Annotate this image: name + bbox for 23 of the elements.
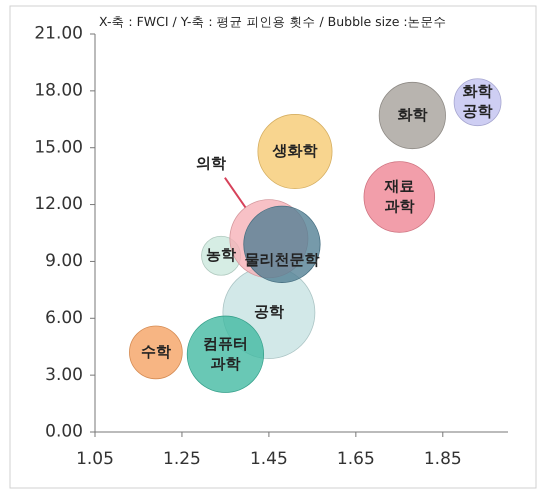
x-tick-label: 1.05 bbox=[76, 449, 114, 469]
series-label: 재료 과학 bbox=[383, 177, 414, 216]
y-tick-label: 3.00 bbox=[45, 364, 83, 385]
x-tick-label: 1.25 bbox=[163, 449, 201, 469]
series-label: 화학 공학 bbox=[462, 82, 493, 120]
text: 의학 bbox=[196, 154, 226, 172]
series-label: 수학 bbox=[140, 342, 171, 361]
y-tick-label: 15.00 bbox=[34, 137, 83, 158]
chart-title: X-축 : FWCI / Y-축 : 평균 피인용 횟수 / Bubble size :논문수 bbox=[99, 14, 447, 29]
y-tick-label: 12.00 bbox=[34, 194, 83, 214]
series-label: 컴퓨터 과학 bbox=[202, 334, 248, 372]
series-label: 농학 bbox=[206, 246, 236, 264]
x-tick-label: 1.45 bbox=[250, 449, 288, 469]
x-tick-label: 1.65 bbox=[336, 449, 375, 469]
y-tick-label: 6.00 bbox=[45, 308, 83, 328]
y-tick-label: 18.00 bbox=[34, 80, 83, 101]
series-label: 화학 bbox=[397, 106, 428, 124]
y-tick-label: 9.00 bbox=[45, 251, 83, 272]
y-tick-label: 0.00 bbox=[45, 422, 83, 442]
y-tick-label: 21.00 bbox=[34, 24, 83, 44]
series-label: 생화학 bbox=[271, 142, 318, 160]
series-label: 공학 bbox=[254, 302, 284, 321]
x-tick-label: 1.85 bbox=[424, 449, 462, 469]
